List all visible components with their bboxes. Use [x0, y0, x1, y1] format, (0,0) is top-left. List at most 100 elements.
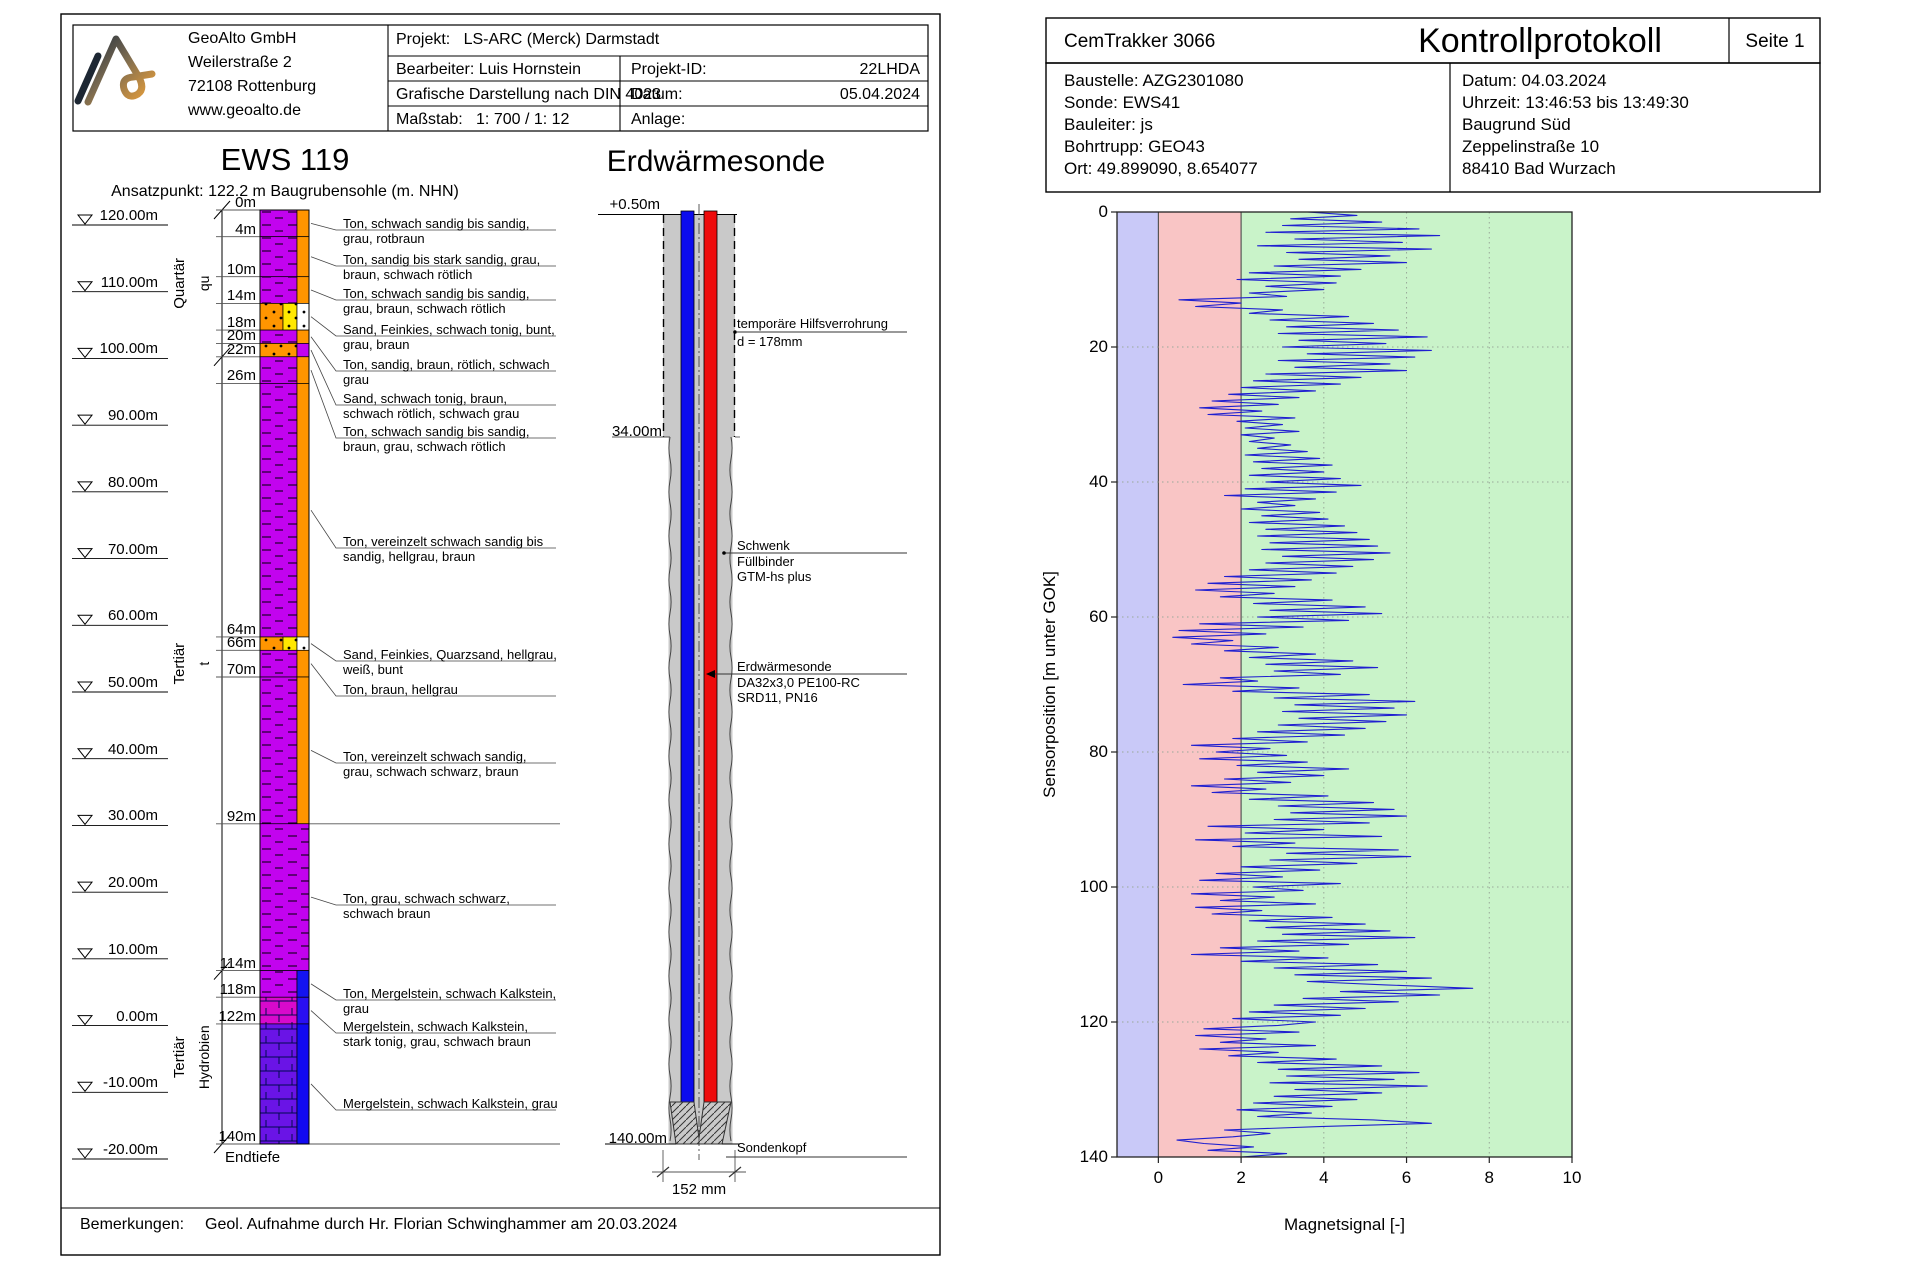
company-web: www.geoalto.de — [188, 102, 301, 119]
left-header-table — [72, 24, 929, 132]
elevation-label: 20.00m — [107, 874, 158, 892]
strat-era-label: Tertiär — [171, 1036, 188, 1078]
layer-description: braun, grau, schwach rötlich — [343, 438, 506, 454]
datum-value: 05.04.2024 — [839, 86, 920, 103]
lithology-pattern — [260, 276, 297, 304]
elevation-triangle-icon — [76, 548, 94, 559]
elevation-triangle-icon — [76, 1081, 94, 1093]
elevation-triangle-icon — [76, 814, 94, 826]
leader-dot — [733, 330, 737, 334]
layer-leader — [310, 349, 556, 406]
layer-leader — [310, 222, 556, 231]
elevation-triangle-icon — [76, 214, 94, 225]
lithology-block — [296, 970, 310, 998]
strat-era-label: Tertiär — [171, 643, 188, 685]
elevation-label: 120.00m — [99, 207, 158, 224]
protocol-title: Kontrollprotokoll — [1418, 22, 1662, 60]
elevation-label: 10.00m — [107, 940, 158, 958]
lithology-block — [296, 356, 310, 384]
info-left-line: Bauleiter: js — [1064, 115, 1153, 134]
depth-label: 10m — [226, 260, 256, 278]
layer-description: grau, schwach schwarz, braun — [343, 763, 519, 779]
lithology-block — [296, 649, 310, 678]
pipe-label: Erdwärmesonde — [737, 659, 832, 674]
pipe-label: SRD11, PN16 — [737, 690, 818, 705]
layer-leader — [310, 289, 556, 301]
layer-description: Ton, grau, schwach schwarz, — [343, 891, 510, 906]
elevation-label: 60.00m — [107, 607, 158, 625]
depth-label: 64m — [226, 620, 256, 638]
layer-leader — [310, 643, 556, 662]
layer-description: Ton, Mergelstein, schwach Kalkstein, — [343, 986, 557, 1001]
lithology-block — [296, 236, 310, 278]
depth-label: 0m — [235, 194, 256, 211]
casing-label: d = 178mm — [737, 334, 803, 349]
depth-label: 114m — [219, 954, 256, 972]
elevation-label: 50.00m — [107, 673, 158, 691]
lithology-block — [296, 676, 310, 825]
right-header-row2 — [1045, 62, 1821, 193]
layer-description: Sand, Feinkies, schwach tonig, bunt, — [343, 322, 555, 337]
strat-sub-label: Hydrobien — [196, 1025, 212, 1089]
info-left-line: Baustelle: AZG2301080 — [1064, 71, 1244, 90]
header-massstab: Maßstab: 1: 700 / 1: 12 — [396, 111, 570, 128]
layer-leader — [310, 663, 556, 697]
lithology-block — [296, 276, 310, 304]
elevation-label: 90.00m — [107, 407, 158, 425]
elevation-label: 30.00m — [107, 807, 158, 825]
lithology-pattern — [260, 676, 297, 824]
projekt-id-value: 22LHDA — [859, 61, 920, 78]
y-tick-label: 40 — [1089, 472, 1108, 491]
borehole-fill — [668, 437, 733, 1144]
layer-description: Ton, sandig bis stark sandig, grau, — [343, 252, 541, 267]
layer-description: grau, braun — [343, 336, 410, 352]
elevation-label: 40.00m — [107, 740, 158, 758]
layer-description: Ton, vereinzelt schwach sandig bis — [343, 534, 544, 549]
lithology-pattern — [260, 636, 309, 651]
layer-description: Ton, vereinzelt schwach sandig, — [343, 749, 527, 764]
elevation-triangle-icon — [76, 1015, 94, 1026]
layer-description: Ton, schwach sandig bis sandig, — [343, 424, 530, 439]
borehole-subtitle: Ansatzpunkt: 122.2 m Baugrubensohle (m. … — [111, 183, 459, 200]
elevation-label: 0.00m — [116, 1007, 158, 1025]
layer-description: grau, rotbraun — [343, 230, 425, 246]
geoalto-logo — [74, 35, 156, 106]
elevation-triangle-icon — [76, 881, 94, 892]
lithology-pattern — [260, 970, 297, 998]
depth-label: 118m — [219, 981, 256, 999]
y-tick-label: 60 — [1089, 607, 1108, 626]
lithology-block — [296, 383, 310, 638]
layer-description: stark tonig, grau, schwach braun — [343, 1033, 531, 1049]
lithology-pattern — [260, 343, 297, 357]
layer-leader — [310, 1083, 556, 1111]
dim-tick — [728, 1166, 742, 1178]
layer-leader — [310, 1010, 556, 1034]
device-name: CemTrakker 3066 — [1064, 31, 1216, 52]
elevation-triangle-icon — [76, 748, 94, 759]
layer-leader — [310, 896, 556, 906]
lithology-pattern — [260, 823, 309, 971]
layer-leader — [310, 509, 556, 549]
lithology-pattern — [260, 997, 297, 1024]
elevation-triangle-icon — [76, 948, 94, 959]
y-tick-label: 0 — [1098, 202, 1108, 221]
dimension-label: 152 mm — [671, 1181, 727, 1198]
depth-label: 122m — [218, 1007, 256, 1025]
strat-sub-label: t — [196, 662, 212, 666]
depth-label: 140m — [218, 1127, 256, 1145]
elevation-triangle-icon — [76, 414, 94, 425]
lithology-pattern — [260, 383, 297, 637]
borehole-title: EWS 119 — [220, 142, 350, 177]
layer-leader — [310, 316, 556, 337]
elevation-label: -20.00m — [102, 1140, 158, 1158]
depth-label: 92m — [226, 807, 256, 825]
dim-tick — [656, 1166, 670, 1178]
layer-description: sandig, hellgrau, braun — [343, 548, 476, 564]
y-axis-label: Sensorposition [m unter GOK] — [1040, 571, 1059, 798]
y-tick-label: 100 — [1079, 877, 1108, 896]
depth-label: 70m — [226, 660, 256, 678]
info-left-line: Ort: 49.899090, 8.654077 — [1064, 159, 1258, 178]
plot-border — [1116, 211, 1573, 1158]
magnet-signal-line — [1172, 212, 1474, 1157]
layer-leader — [310, 336, 556, 372]
